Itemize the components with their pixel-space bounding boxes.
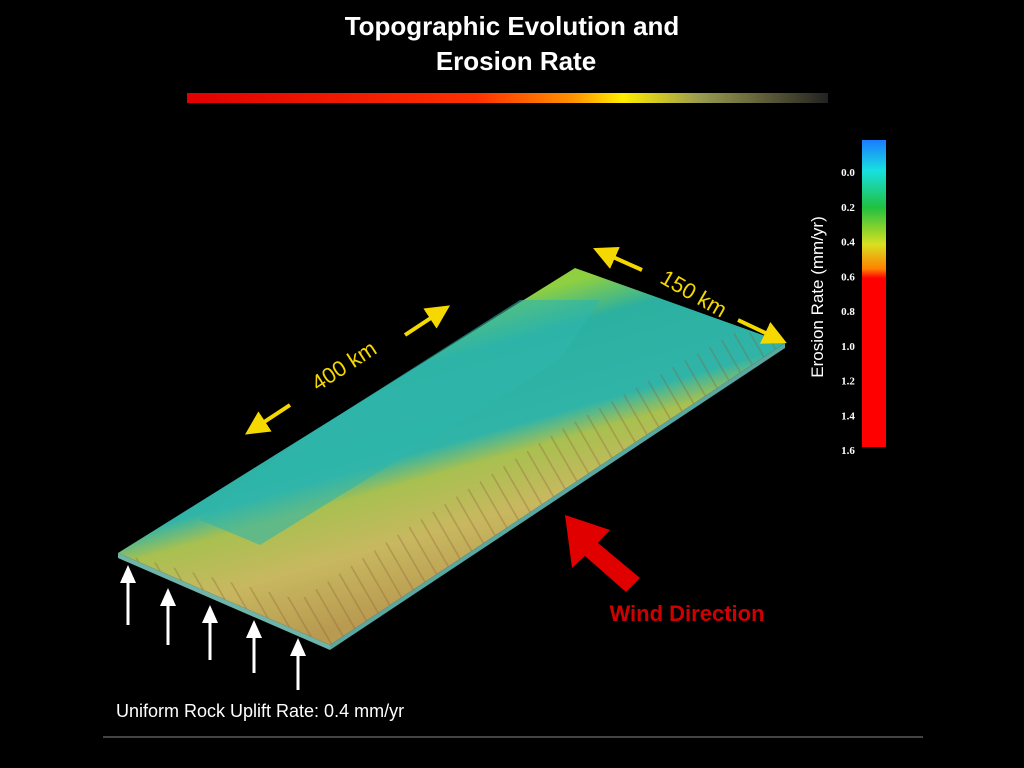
- colorbar-tick: 1.2: [841, 376, 855, 388]
- uplift-label: Uniform Rock Uplift Rate: 0.4 mm/yr: [116, 701, 404, 721]
- width-arrows: [593, 246, 787, 344]
- title-bar: [187, 93, 828, 103]
- colorbar-tick: 1.0: [841, 341, 855, 353]
- colorbar-tick: 1.6: [841, 445, 855, 457]
- uplift-arrow-head: [246, 620, 262, 638]
- length-arrows: [244, 305, 451, 435]
- terrain: [118, 268, 785, 650]
- uplift-arrow-head: [160, 588, 176, 606]
- colorbar-tick: 1.4: [841, 410, 855, 422]
- uplift-arrow-head: [120, 565, 136, 583]
- colorbar-tick: 0.8: [841, 306, 855, 318]
- wind-arrow: [565, 515, 640, 592]
- colorbar: [862, 140, 886, 447]
- colorbar-tick: 0.0: [841, 167, 855, 179]
- title-line: Erosion Rate: [436, 46, 596, 76]
- wind-label: Wind Direction: [609, 601, 764, 626]
- colorbar-tick: 0.2: [841, 202, 855, 214]
- length-label: 400 km: [307, 336, 381, 396]
- uplift-arrow-head: [290, 638, 306, 656]
- colorbar-tick: 0.6: [841, 271, 855, 283]
- colorbar-tick: 0.4: [841, 237, 855, 249]
- uplift-arrows: [120, 565, 306, 690]
- title-line: Topographic Evolution and: [345, 11, 680, 41]
- uplift-arrow-head: [202, 605, 218, 623]
- colorbar-label: Erosion Rate (mm/yr): [808, 216, 827, 378]
